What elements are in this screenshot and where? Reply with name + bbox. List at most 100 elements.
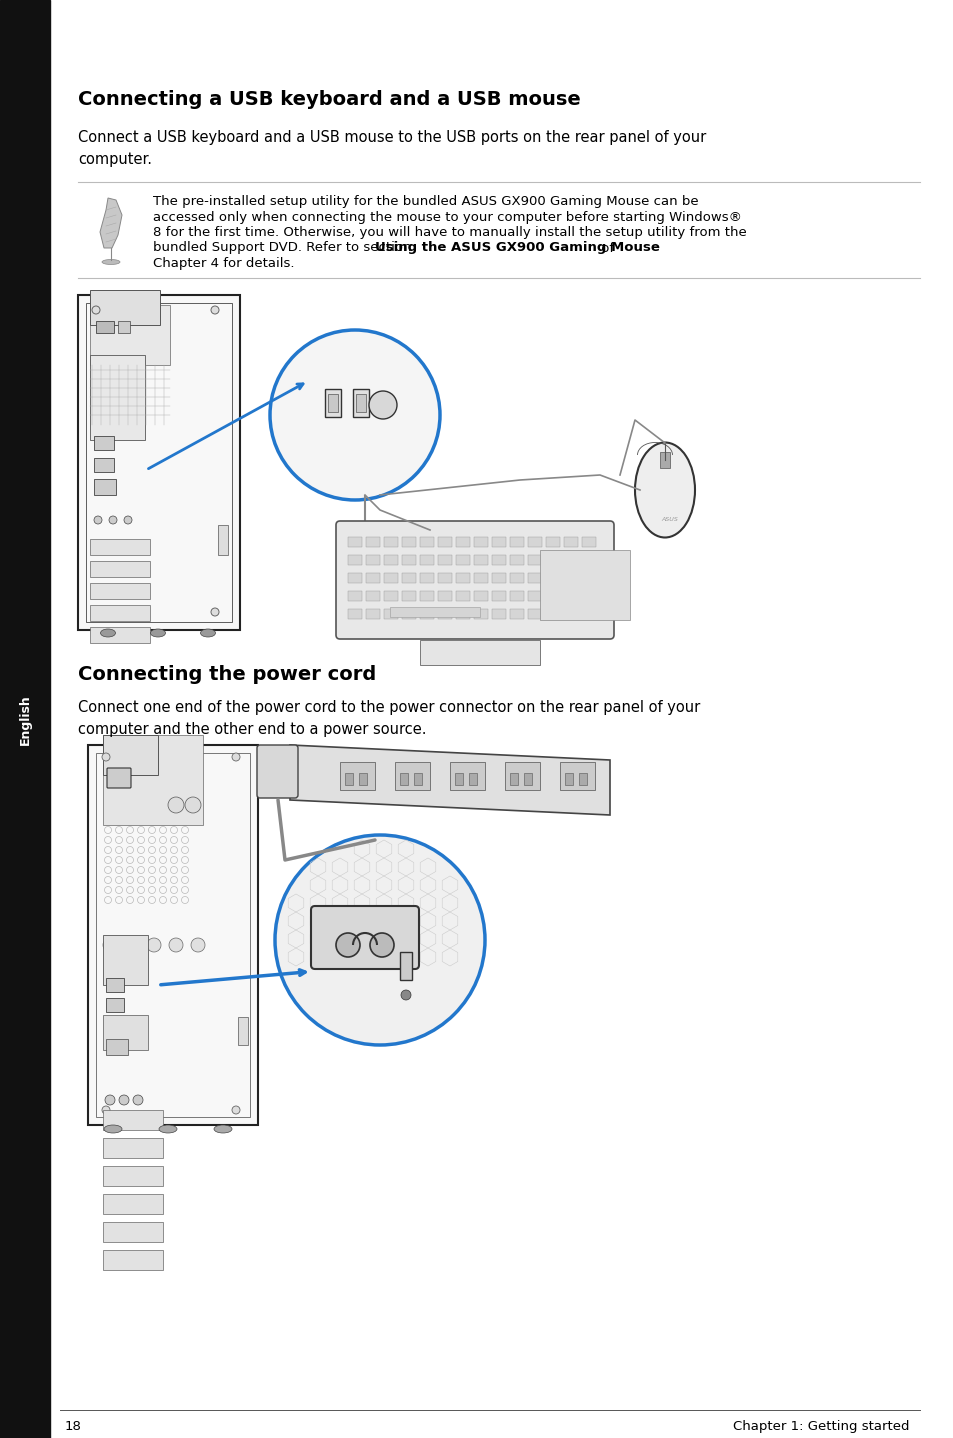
Text: accessed only when connecting the mouse to your computer before starting Windows: accessed only when connecting the mouse …	[152, 210, 741, 223]
Bar	[366, 555, 379, 565]
FancyBboxPatch shape	[256, 745, 297, 798]
Bar	[90, 582, 150, 600]
Bar	[437, 536, 452, 546]
Circle shape	[274, 835, 484, 1045]
Bar	[581, 610, 596, 618]
Bar	[103, 1250, 163, 1270]
Polygon shape	[100, 198, 122, 247]
Text: of: of	[597, 242, 614, 255]
Bar	[456, 591, 470, 601]
Circle shape	[91, 306, 100, 313]
Bar	[545, 555, 559, 565]
Bar	[492, 555, 505, 565]
Bar	[563, 536, 578, 546]
Circle shape	[232, 1106, 240, 1114]
Circle shape	[185, 797, 201, 812]
Bar	[545, 572, 559, 582]
Ellipse shape	[151, 628, 165, 637]
Bar	[103, 1222, 163, 1242]
Bar	[348, 610, 361, 618]
Bar	[419, 610, 434, 618]
Text: English: English	[18, 695, 31, 745]
Bar	[419, 591, 434, 601]
Bar	[94, 479, 116, 495]
Text: Connect a USB keyboard and a USB mouse to the USB ports on the rear panel of you: Connect a USB keyboard and a USB mouse t…	[78, 129, 705, 167]
Bar	[474, 555, 488, 565]
Bar	[474, 536, 488, 546]
Bar	[348, 555, 361, 565]
Circle shape	[211, 306, 219, 313]
Bar	[355, 394, 366, 413]
Bar	[353, 390, 369, 417]
Text: The pre-installed setup utility for the bundled ASUS GX900 Gaming Mouse can be: The pre-installed setup utility for the …	[152, 196, 698, 209]
Circle shape	[335, 933, 359, 958]
Bar	[437, 591, 452, 601]
Bar	[366, 536, 379, 546]
Bar	[90, 290, 160, 325]
Circle shape	[125, 938, 139, 952]
Text: ASUS: ASUS	[660, 518, 678, 522]
Bar	[581, 591, 596, 601]
Bar	[456, 536, 470, 546]
Bar	[94, 457, 113, 472]
Bar	[103, 1194, 163, 1214]
Text: 18: 18	[65, 1419, 82, 1434]
Bar	[545, 591, 559, 601]
Circle shape	[119, 1094, 129, 1104]
Bar	[527, 555, 541, 565]
Text: Chapter 1: Getting started: Chapter 1: Getting started	[733, 1419, 909, 1434]
Bar	[106, 978, 124, 992]
Bar	[456, 555, 470, 565]
Bar	[414, 774, 421, 785]
Bar	[339, 762, 375, 789]
FancyBboxPatch shape	[335, 521, 614, 638]
Bar	[401, 536, 416, 546]
Circle shape	[102, 754, 110, 761]
Bar	[103, 1166, 163, 1186]
Circle shape	[270, 329, 439, 500]
Bar	[103, 935, 148, 985]
Bar	[492, 610, 505, 618]
Bar	[86, 303, 232, 623]
Bar	[564, 774, 573, 785]
Bar	[527, 572, 541, 582]
Bar	[348, 591, 361, 601]
Bar	[527, 536, 541, 546]
Bar	[474, 591, 488, 601]
Bar	[325, 390, 340, 417]
Circle shape	[232, 754, 240, 761]
Bar	[527, 610, 541, 618]
Ellipse shape	[200, 628, 215, 637]
Bar	[103, 735, 203, 825]
Bar	[78, 295, 240, 630]
Ellipse shape	[635, 443, 695, 538]
Bar	[401, 610, 416, 618]
Bar	[581, 555, 596, 565]
Circle shape	[147, 938, 161, 952]
Bar	[581, 536, 596, 546]
Bar	[659, 452, 669, 467]
Bar	[106, 1040, 128, 1055]
Bar	[399, 952, 412, 981]
Bar	[366, 591, 379, 601]
Bar	[545, 536, 559, 546]
Bar	[90, 605, 150, 621]
Bar	[504, 762, 539, 789]
Bar	[237, 1017, 248, 1045]
Bar	[90, 539, 150, 555]
Circle shape	[103, 938, 117, 952]
Bar	[510, 774, 517, 785]
Bar	[0, 0, 50, 1438]
Bar	[474, 572, 488, 582]
Bar	[527, 591, 541, 601]
Bar	[510, 555, 523, 565]
Circle shape	[91, 608, 100, 615]
Bar	[345, 774, 353, 785]
Ellipse shape	[213, 1125, 232, 1133]
Circle shape	[211, 608, 219, 615]
Bar	[90, 305, 170, 365]
Ellipse shape	[109, 516, 117, 523]
Text: Using the ASUS GX900 Gaming Mouse: Using the ASUS GX900 Gaming Mouse	[375, 242, 659, 255]
Bar	[103, 1015, 148, 1050]
Bar	[401, 555, 416, 565]
